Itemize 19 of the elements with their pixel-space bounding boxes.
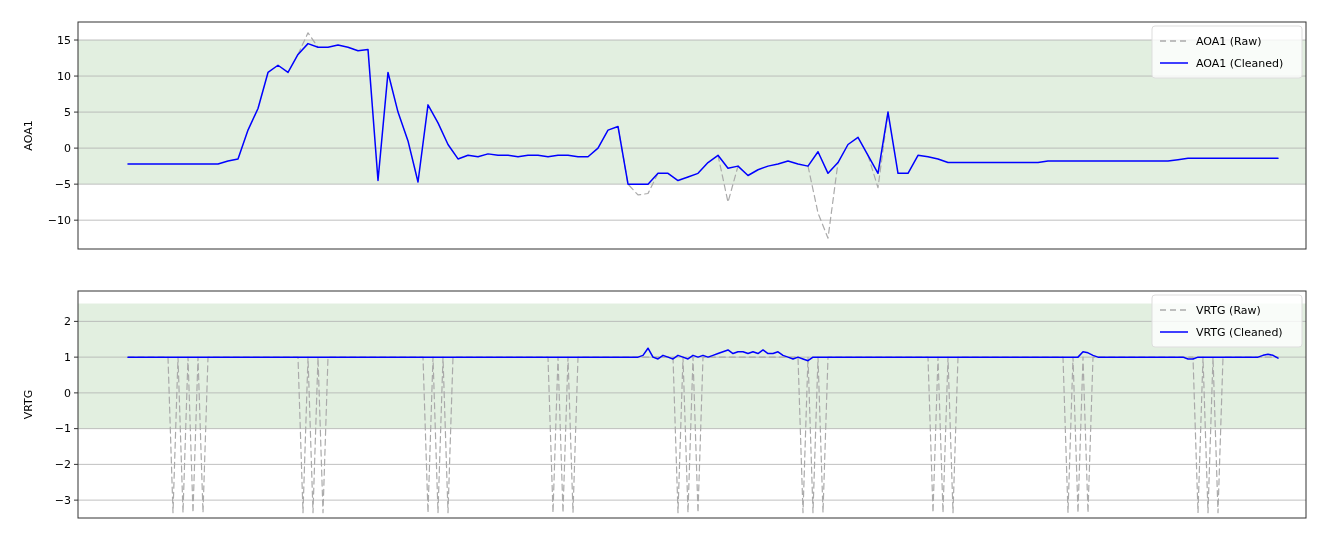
y-tick-label: −5 — [54, 177, 71, 191]
y-tick-label: −10 — [47, 214, 71, 228]
legend-label: VRTG (Cleaned) — [1196, 325, 1283, 339]
legend-label: AOA1 (Cleaned) — [1196, 56, 1284, 70]
y-tick-label: −2 — [54, 458, 71, 472]
y-tick-label: −3 — [54, 493, 71, 507]
y-tick-label: 5 — [64, 105, 71, 119]
y-tick-label: 1 — [64, 350, 71, 364]
y-tick-label: 15 — [57, 33, 71, 47]
y-tick-label: 0 — [64, 141, 71, 155]
legend-label: VRTG (Raw) — [1196, 303, 1261, 317]
y-axis-title: AOA1 — [22, 120, 35, 151]
y-tick-label: −1 — [54, 422, 71, 436]
y-tick-label: 10 — [57, 69, 71, 83]
y-axis-title: VRTG — [22, 389, 35, 420]
legend-label: AOA1 (Raw) — [1196, 34, 1262, 48]
y-tick-label: 0 — [64, 386, 71, 400]
line-series — [127, 347, 1279, 362]
y-tick-label: 2 — [64, 315, 71, 329]
